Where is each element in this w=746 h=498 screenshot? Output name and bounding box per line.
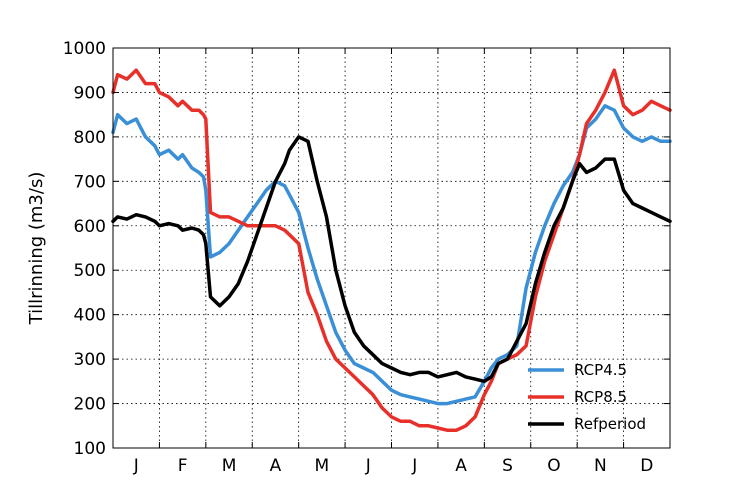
y-tick-label: 600: [74, 217, 106, 237]
series-line-rcp4-5: [111, 104, 672, 406]
x-tick-label: F: [178, 456, 188, 476]
y-axis-title: Tillrinning (m3/s): [26, 172, 47, 326]
x-tick-label: J: [411, 456, 417, 476]
y-tick-label: 900: [74, 83, 106, 103]
series-line-refperiod: [111, 135, 672, 384]
y-tick-label: 800: [74, 128, 106, 148]
x-tick-label: S: [502, 456, 513, 476]
y-tick-label: 1000: [63, 39, 106, 59]
y-tick-label: 200: [74, 395, 106, 415]
x-tick-label: D: [640, 456, 653, 476]
legend-label: Refperiod: [574, 415, 646, 433]
x-tick-label: M: [222, 456, 237, 476]
legend-label: RCP4.5: [574, 361, 627, 379]
legend: RCP4.5 RCP8.5 Refperiod: [528, 361, 646, 433]
x-tick-label: N: [594, 456, 607, 476]
y-tick-label: 400: [74, 306, 106, 326]
y-tick-label: 700: [74, 172, 106, 192]
y-tick-label: 100: [74, 439, 106, 459]
y-tick-label: 300: [74, 350, 106, 370]
x-tick-label: J: [133, 456, 139, 476]
series-lines: [111, 68, 672, 432]
x-tick-label: J: [365, 456, 371, 476]
y-tick-label: 500: [74, 261, 106, 281]
legend-label: RCP8.5: [574, 388, 627, 406]
x-tick-label: A: [270, 456, 282, 476]
y-ticks: 100 200 300 400 500 600 700 800 900 1000: [63, 39, 670, 459]
x-tick-label: O: [547, 456, 560, 476]
x-tick-label: A: [455, 456, 467, 476]
x-tick-label: M: [315, 456, 330, 476]
